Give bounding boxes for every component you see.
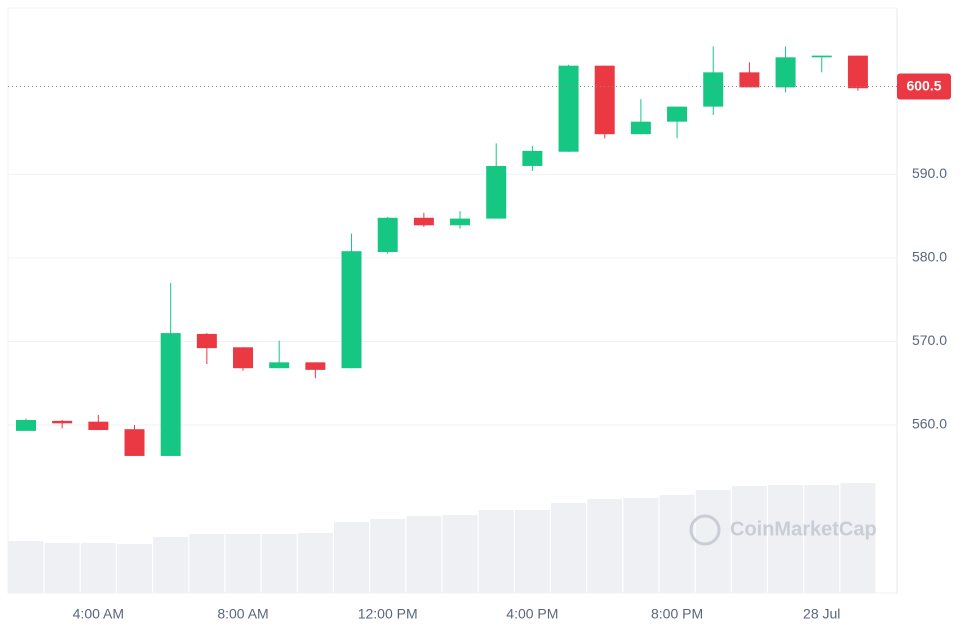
y-tick-label: 590.0	[912, 165, 947, 181]
volume-bar	[370, 519, 406, 593]
candle-body	[594, 65, 615, 135]
candle-body	[703, 72, 724, 107]
x-tick-label: 4:00 PM	[506, 606, 558, 622]
volume-bar	[551, 503, 587, 593]
volume-bar	[261, 534, 297, 593]
candle-body	[486, 165, 507, 219]
current-price-label: 600.5	[906, 77, 941, 93]
volume-bar	[478, 510, 514, 593]
y-tick-label: 570.0	[912, 332, 947, 348]
volume-bar	[442, 515, 478, 593]
x-tick-label: 28 Jul	[803, 606, 840, 622]
candle-body	[269, 362, 290, 369]
volume-bar	[587, 499, 623, 593]
candle-body	[667, 106, 688, 122]
volume-bar	[117, 544, 153, 593]
candle-body	[160, 333, 181, 456]
candle-body	[847, 55, 868, 89]
candle-body	[377, 217, 398, 253]
volume-bar	[153, 537, 189, 593]
x-tick-label: 12:00 PM	[358, 606, 418, 622]
candle-body	[124, 429, 145, 456]
candle-body	[558, 65, 579, 152]
x-tick-label: 4:00 AM	[73, 606, 124, 622]
volume-bar	[189, 534, 225, 593]
volume-bar	[297, 533, 333, 593]
volume-bar	[514, 510, 550, 593]
current-price-box	[897, 73, 951, 100]
candle-body	[305, 362, 326, 370]
watermark-logo	[689, 514, 721, 546]
candle-body	[775, 57, 796, 88]
volume-bar	[406, 516, 442, 593]
candle-body	[196, 333, 217, 349]
x-tick-label: 8:00 AM	[217, 606, 268, 622]
volume-bar	[659, 495, 695, 593]
candle-body	[413, 217, 434, 226]
volume-bar	[623, 498, 659, 593]
candle-body	[341, 251, 362, 369]
volume-bar	[225, 534, 261, 593]
candle-body	[16, 420, 36, 431]
candle-body	[450, 218, 471, 226]
candle-body	[88, 421, 109, 431]
x-tick-label: 8:00 PM	[651, 606, 703, 622]
y-tick-label: 560.0	[912, 416, 947, 432]
watermark: CoinMarketCap	[730, 518, 877, 540]
volume-bar	[731, 486, 767, 593]
volume-bar	[44, 543, 80, 593]
volume-bar	[80, 543, 116, 593]
volume-bar	[334, 522, 370, 593]
y-tick-label: 580.0	[912, 249, 947, 265]
candle-body	[630, 121, 651, 135]
volume-bar	[8, 541, 44, 593]
candle-body	[739, 72, 760, 88]
candle-body	[52, 420, 73, 424]
candle-body	[233, 347, 254, 369]
volume-bar	[768, 485, 804, 593]
candle-body	[522, 150, 543, 166]
candle-body	[811, 55, 832, 58]
volume-bar	[840, 483, 876, 593]
volume-bar	[804, 485, 840, 593]
